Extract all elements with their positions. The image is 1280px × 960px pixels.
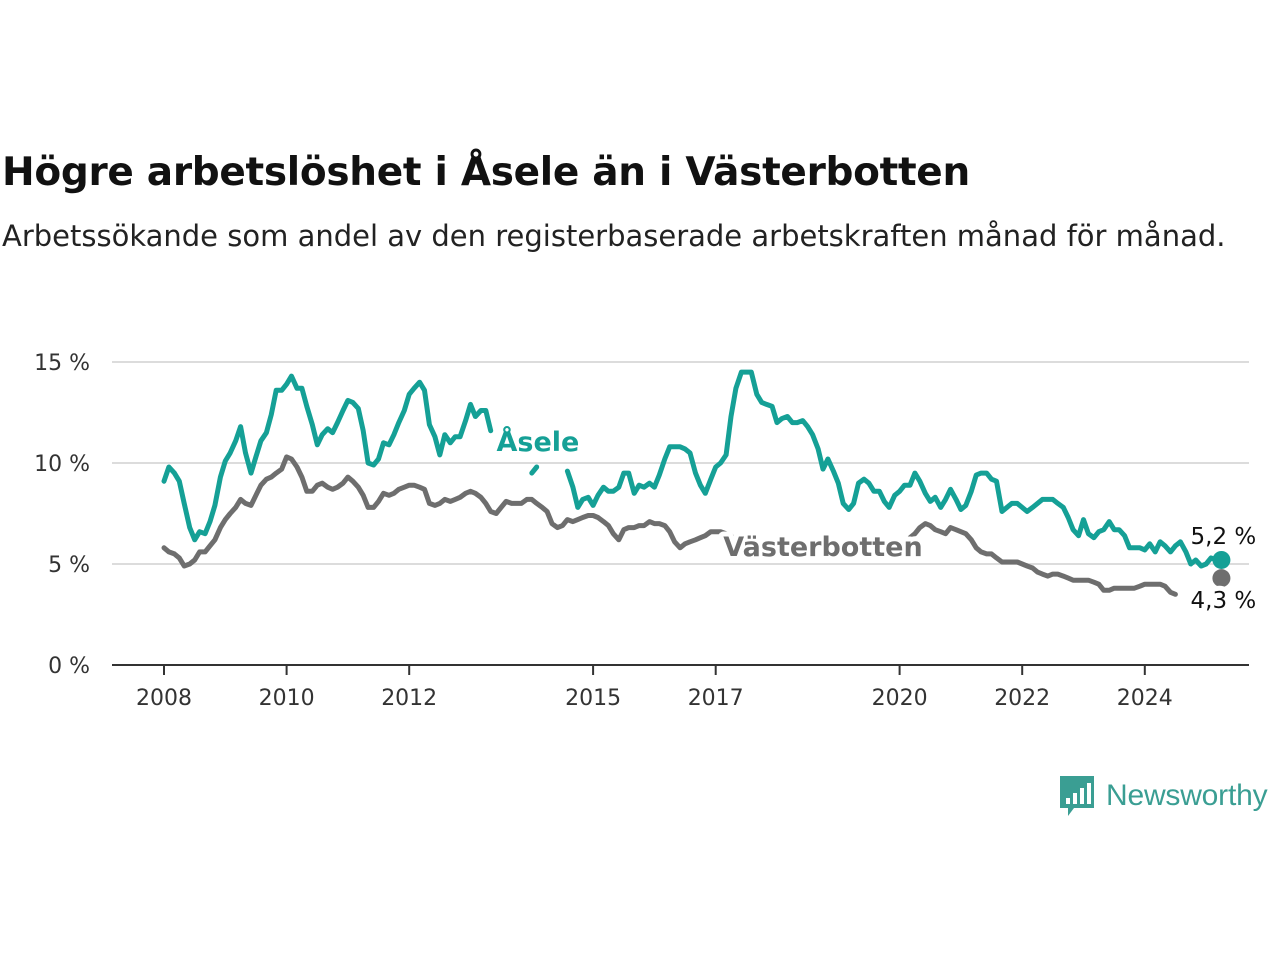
end-label-asele-halo: 5,2 %	[1191, 524, 1257, 550]
x-tick-label: 2022	[994, 686, 1050, 711]
y-tick-label: 0 %	[48, 654, 90, 679]
x-axis: 2008 2010 2012 2015 2017 2020 2022 2024	[136, 665, 1173, 711]
end-label-vasterbotten-halo: 4,3 %	[1191, 588, 1257, 614]
end-label-vasterbotten: 4,3 %	[1191, 588, 1257, 614]
x-tick-label: 2012	[381, 686, 437, 711]
series-line-asele	[529, 464, 540, 476]
y-tick-label: 10 %	[34, 452, 90, 477]
x-tick-label: 2017	[688, 686, 744, 711]
x-tick-label: 2015	[565, 686, 621, 711]
grid-lines	[112, 361, 1249, 666]
end-label-asele: 5,2 %	[1191, 524, 1257, 550]
annotation-asele-halo: Åsele	[497, 426, 580, 458]
y-tick-label: 5 %	[48, 553, 90, 578]
series-line-asele	[564, 369, 1224, 569]
page-subtitle: Arbetssökande som andel av den registerb…	[2, 219, 1226, 253]
series-lines	[161, 369, 1231, 597]
annotation-asele: Åsele	[497, 426, 580, 458]
series-line-asele	[161, 373, 494, 543]
page-title: Högre arbetslöshet i Åsele än i Västerbo…	[2, 150, 970, 195]
series-line-vasterbotten	[161, 454, 749, 569]
series-line-vasterbotten	[907, 521, 1178, 597]
end-point-vasterbotten	[1212, 569, 1231, 588]
end-point-asele	[1212, 550, 1231, 569]
x-tick-label: 2010	[259, 686, 315, 711]
y-axis: 0 % 5 % 10 % 15 %	[34, 351, 90, 679]
brand-name: Newsworthy	[1106, 779, 1268, 812]
y-tick-label: 15 %	[34, 351, 90, 376]
x-tick-label: 2024	[1117, 686, 1173, 711]
annotation-vasterbotten-halo: Västerbotten	[723, 532, 922, 563]
x-tick-label: 2008	[136, 686, 192, 711]
x-tick-label: 2020	[872, 686, 928, 711]
brand: Newsworthy	[1058, 774, 1268, 818]
newsworthy-logo-icon	[1060, 776, 1094, 816]
annotation-vasterbotten: Västerbotten	[723, 532, 922, 563]
